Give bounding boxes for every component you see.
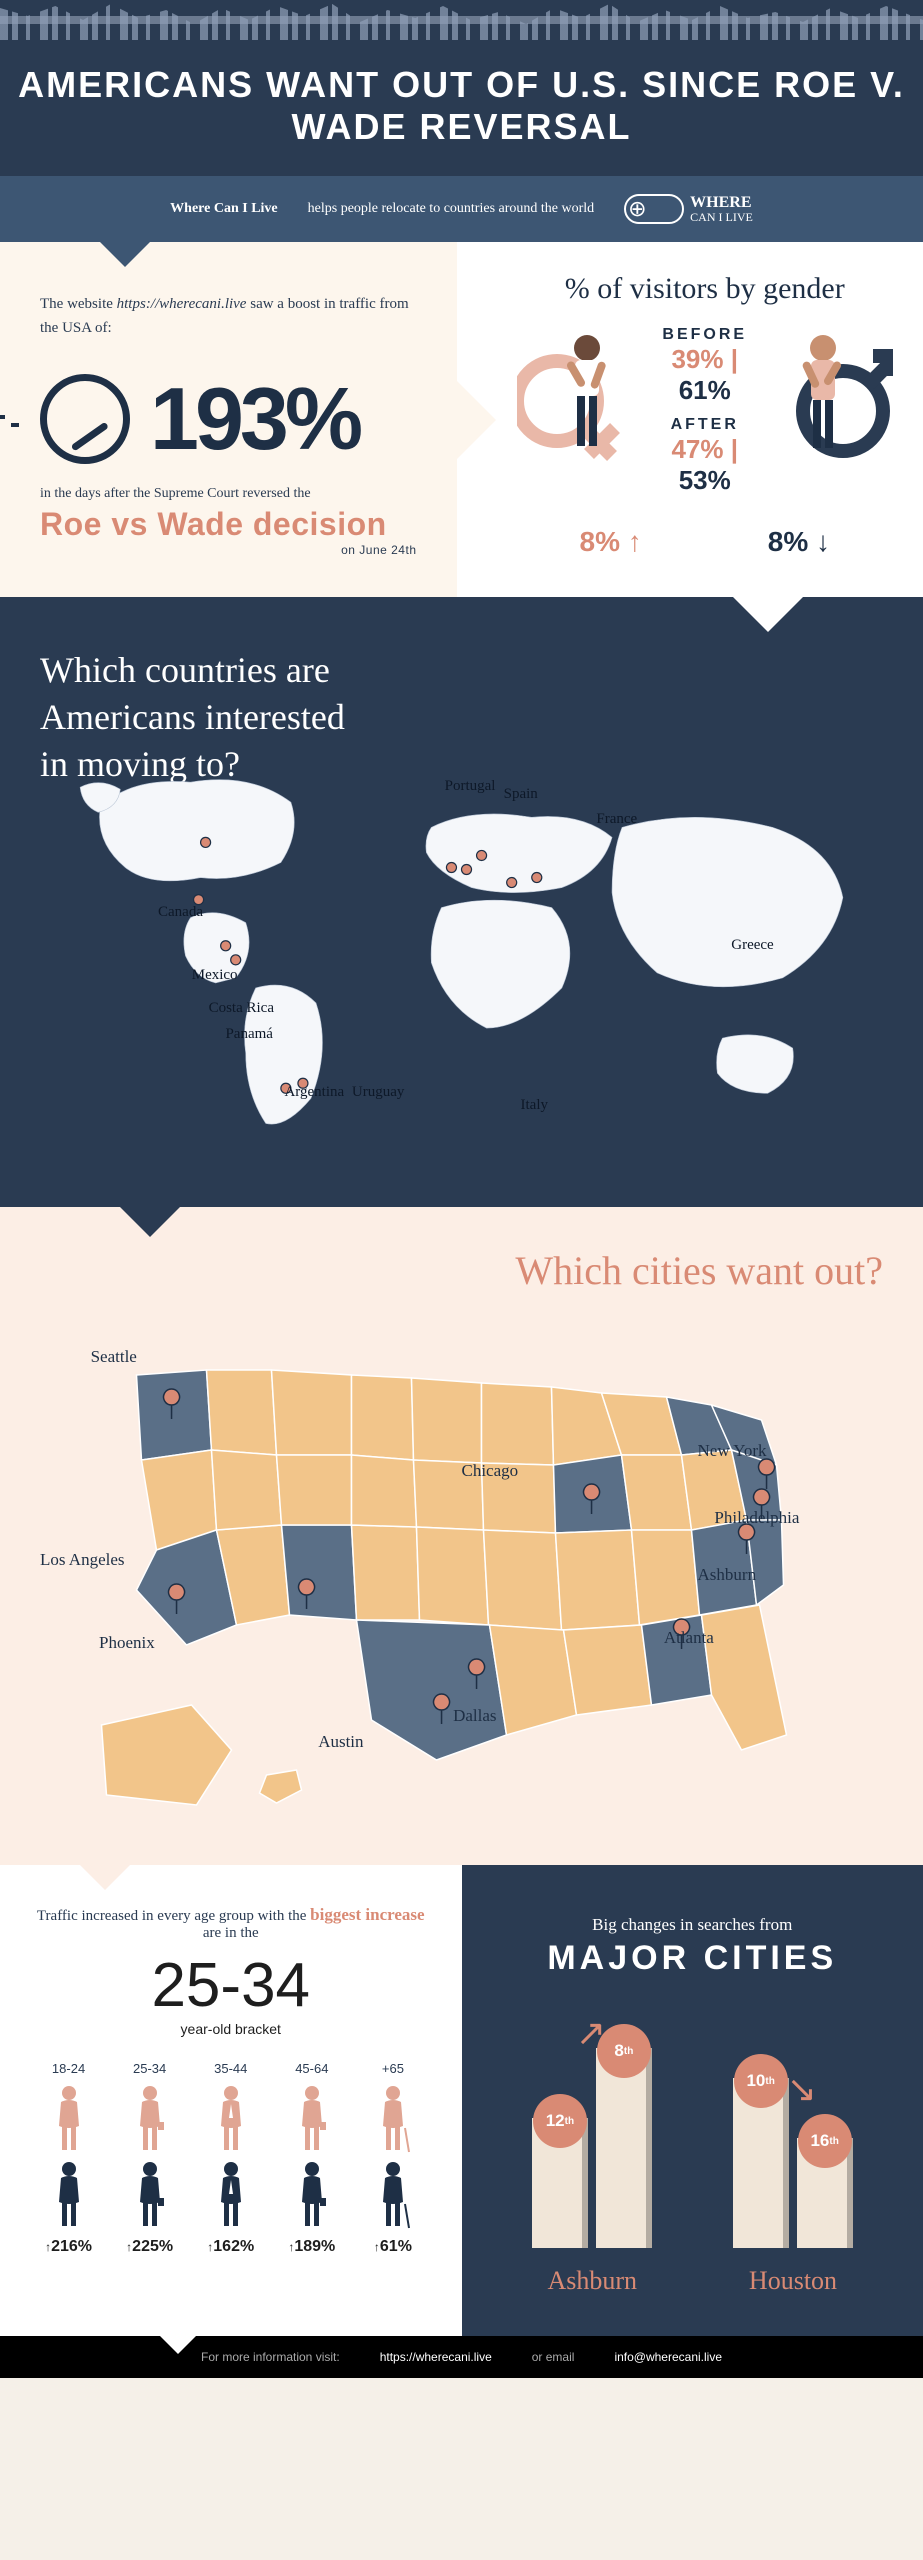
city-label: Dallas — [453, 1706, 496, 1726]
female-icon — [51, 2084, 87, 2154]
male-icon — [375, 2160, 411, 2230]
world-map: Canada Mexico Costa Rica Panamá Argentina Uru… — [40, 727, 883, 1147]
panel-traffic-boost-and-gender: The website https://wherecani.live saw a… — [0, 242, 923, 597]
country-label: Spain — [504, 786, 538, 803]
city-label: Ashburn — [698, 1565, 757, 1585]
rank-arrow-icon: ↘ — [787, 2068, 817, 2110]
city-label: Austin — [318, 1732, 363, 1752]
us-map-title: Which cities want out? — [40, 1247, 883, 1295]
gender-title: % of visitors by gender — [517, 272, 894, 306]
female-icon — [213, 2084, 249, 2154]
age-group: 35-44162% — [192, 2061, 269, 2256]
cities-title: Big changes in searches from MAJOR CITIE… — [492, 1915, 894, 1978]
footer-url: https://wherecani.live — [380, 2350, 492, 2364]
traffic-boost-block: The website https://wherecani.live saw a… — [0, 242, 457, 597]
gender-block: % of visitors by gender BEFORE 39% | 61%… — [457, 242, 923, 597]
city-rank-group: 10th16th↘ — [733, 2078, 853, 2248]
male-delta: 8% ↓ — [768, 526, 830, 558]
footer-email: info@wherecani.live — [614, 2350, 722, 2364]
male-figure-icon — [773, 326, 893, 476]
male-icon — [132, 2160, 168, 2230]
female-icon — [375, 2084, 411, 2154]
rank-arrow-icon: ↗ — [576, 2012, 606, 2054]
country-label: Italy — [521, 1097, 549, 1114]
age-group: 25-34225% — [111, 2061, 188, 2256]
country-label: Greece — [731, 937, 773, 954]
country-label: Canada — [158, 904, 203, 921]
age-bracket: 25-34year-old bracket — [30, 1950, 432, 2037]
city-name: Ashburn — [547, 2266, 637, 2296]
country-label: Argentina — [284, 1084, 344, 1101]
country-label: Portugal — [445, 778, 496, 795]
tagline: helps people relocate to countries aroun… — [308, 201, 595, 217]
country-label: Uruguay — [352, 1084, 405, 1101]
female-icon — [132, 2084, 168, 2154]
city-label: Seattle — [91, 1347, 137, 1367]
gender-stats: BEFORE 39% | 61% AFTER 47% | 53% — [647, 326, 764, 496]
female-icon — [294, 2084, 330, 2154]
country-label: Panamá — [225, 1026, 272, 1043]
skyline-decoration — [0, 0, 923, 40]
male-icon — [294, 2160, 330, 2230]
male-icon — [51, 2160, 87, 2230]
age-block: Traffic increased in every age group wit… — [0, 1865, 462, 2336]
age-group: 45-64189% — [273, 2061, 350, 2256]
header: AMERICANS WANT OUT OF U.S. SINCE ROE V. … — [0, 0, 923, 242]
boost-after-text: in the days after the Supreme Court reve… — [40, 486, 417, 502]
globe-key-icon — [624, 194, 684, 224]
city-label: New York — [698, 1441, 767, 1461]
country-label: Costa Rica — [209, 1000, 274, 1017]
roe-decision-text: Roe vs Wade decision on June 24th — [40, 506, 417, 557]
panel-world-map: Which countries are Americans interested… — [0, 597, 923, 1207]
city-label: Chicago — [462, 1461, 519, 1481]
boost-intro: The website https://wherecani.live saw a… — [40, 292, 417, 340]
male-column — [773, 326, 893, 496]
country-label: France — [596, 811, 637, 828]
city-name: Houston — [749, 2266, 837, 2296]
age-group: 18-24216% — [30, 2061, 107, 2256]
city-rank-group: 12th8th↗ — [532, 2048, 652, 2248]
panel-us-map: Which cities want out? — [0, 1207, 923, 1865]
country-label: Mexico — [192, 967, 238, 984]
age-intro: Traffic increased in every age group wit… — [30, 1905, 432, 1942]
brand-logo: WHERECAN I LIVE — [624, 194, 753, 224]
city-label: Atlanta — [664, 1628, 714, 1648]
us-map: Seattle Los Angeles Phoenix Austin Dallas Chi… — [40, 1305, 883, 1825]
city-label: Los Angeles — [40, 1550, 125, 1570]
arrow-divider-icon — [456, 380, 536, 460]
boost-percentage: 193% — [150, 368, 359, 470]
city-label: Philadelphia — [714, 1508, 799, 1528]
major-cities-block: Big changes in searches from MAJOR CITIE… — [462, 1865, 923, 2336]
sub-header: Where Can I Live helps people relocate t… — [0, 176, 923, 242]
footer: For more information visit: https://wher… — [0, 2336, 923, 2378]
male-icon — [213, 2160, 249, 2230]
female-delta: 8% ↑ — [580, 526, 642, 558]
main-title: AMERICANS WANT OUT OF U.S. SINCE ROE V. … — [0, 40, 923, 176]
panel-age-and-cities: Traffic increased in every age group wit… — [0, 1865, 923, 2336]
city-label: Phoenix — [99, 1633, 155, 1653]
brand-name: Where Can I Live — [170, 201, 277, 217]
age-group: +6561% — [354, 2061, 431, 2256]
speedometer-icon — [40, 374, 130, 464]
